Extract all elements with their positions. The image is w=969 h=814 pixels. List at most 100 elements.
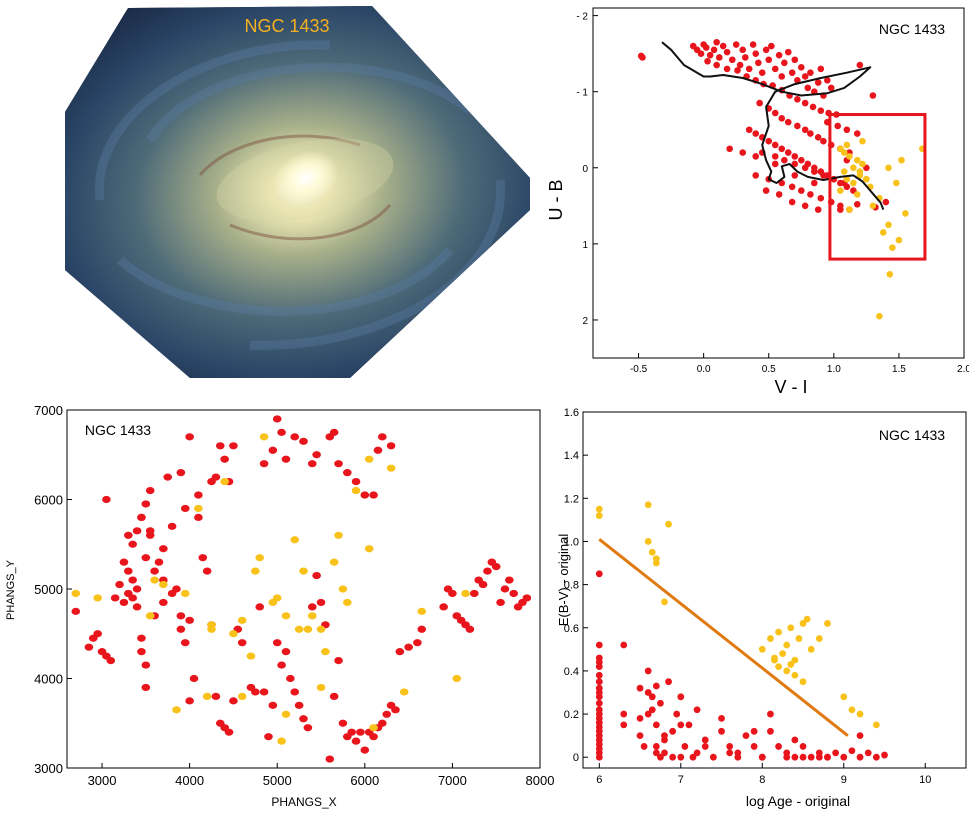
cmd-point-red [713, 38, 720, 46]
cmd-point-red [810, 88, 818, 95]
xy-point-red [369, 733, 378, 741]
xy-point-yellow [159, 580, 168, 589]
cmd-point-yellow [885, 221, 892, 229]
cmd-point-yellow [856, 172, 864, 179]
xy-point-red [176, 625, 186, 633]
xy-point-red [163, 473, 173, 481]
xy-point-yellow [281, 710, 291, 718]
cmd-point-yellow [840, 149, 848, 156]
xy-point-red [360, 746, 370, 754]
age-point-red [726, 749, 734, 757]
cmd-point-red [742, 54, 749, 61]
cmd-point-red [820, 137, 827, 145]
xy-point-yellow [338, 585, 348, 593]
xy-point-red [137, 513, 146, 522]
xy-point-red [150, 567, 159, 575]
cmd-point-red [781, 59, 788, 67]
cmd-point-yellow [846, 206, 853, 213]
xy-point-red [229, 442, 238, 450]
age-axes-frame [582, 411, 967, 769]
xy-point-red [159, 598, 168, 607]
cmd-point-yellow [863, 175, 870, 183]
cmd-point-red [778, 73, 786, 80]
age-point-red [767, 710, 774, 718]
xy-point-red [386, 701, 396, 709]
xy-point-red [382, 710, 392, 718]
cmd-model-track [661, 41, 885, 210]
age-marks [595, 501, 888, 761]
xy-ytick-label: 6000 [34, 493, 63, 508]
xy-point-red [211, 692, 221, 701]
xy-point-red [224, 728, 234, 736]
xy-point-red [461, 621, 470, 629]
xy-point-yellow [246, 652, 256, 660]
xy-point-yellow [351, 486, 361, 495]
xy-point-yellow [294, 625, 304, 633]
cmd-point-red [801, 126, 809, 134]
cmd-point-red [775, 191, 783, 198]
xy-point-red [141, 554, 151, 562]
age-point-yellow [648, 548, 656, 556]
age-ytick-label: 0.4 [564, 666, 579, 678]
age-point-red [881, 751, 888, 759]
xy-point-yellow [229, 630, 238, 638]
age-point-yellow [595, 512, 603, 519]
xy-point-red [145, 486, 155, 495]
xy-point-red [159, 545, 168, 553]
cmd-point-red [843, 183, 851, 191]
age-point-red [815, 753, 823, 761]
xy-point-red [356, 728, 365, 736]
age-point-red [872, 753, 880, 761]
cmd-point-red [869, 92, 877, 99]
age-point-red [718, 714, 725, 722]
cmd-point-red [693, 46, 701, 54]
age-point-red [661, 732, 668, 740]
cmd-point-red [843, 126, 851, 134]
cmd-point-yellow [919, 145, 926, 153]
age-point-red [640, 743, 648, 750]
cmd-point-red [788, 183, 796, 191]
cmd-point-red [639, 54, 646, 61]
xy-point-yellow [316, 625, 326, 633]
xy-point-red [325, 433, 335, 441]
xy-point-red [233, 625, 243, 633]
cmd-point-red [853, 201, 861, 208]
age-point-red [644, 667, 652, 675]
cmd-point-yellow [853, 191, 861, 198]
age-point-yellow [783, 641, 791, 649]
xy-point-red [360, 491, 370, 499]
cmd-point-red [736, 61, 744, 69]
xy-point-red [251, 688, 260, 696]
age-point-red [657, 753, 664, 761]
age-point-red [595, 570, 603, 578]
cmd-point-yellow [859, 137, 866, 145]
cmd-point-red [853, 130, 861, 137]
xy-point-red [347, 728, 356, 736]
xy-point-red [132, 603, 142, 611]
cmd-point-yellow [876, 312, 883, 320]
xy-point-yellow [461, 589, 470, 598]
xy-point-red [154, 558, 164, 566]
xy-point-red [102, 652, 111, 660]
age-point-yellow [807, 645, 815, 653]
xy-point-red [185, 616, 194, 624]
age-point-red [693, 706, 701, 714]
age-point-red [595, 745, 603, 752]
age-point-red [815, 749, 823, 757]
age-point-red [648, 693, 656, 701]
xy-point-yellow [194, 504, 203, 513]
cmd-point-yellow [863, 175, 870, 183]
age-point-red [783, 749, 791, 757]
xy-point-red [198, 554, 208, 562]
xy-point-yellow [281, 612, 291, 620]
cmd-title: NGC 1433 [879, 21, 945, 37]
xy-point-red [290, 688, 300, 696]
xy-point-yellow [268, 598, 278, 607]
xy-point-yellow [237, 616, 247, 624]
xy-point-yellow [364, 455, 374, 463]
cmd-point-red [872, 204, 879, 211]
age-point-yellow [644, 501, 652, 509]
cmd-marks [637, 38, 927, 320]
cmd-point-yellow [843, 175, 851, 183]
age-point-red [595, 706, 603, 714]
